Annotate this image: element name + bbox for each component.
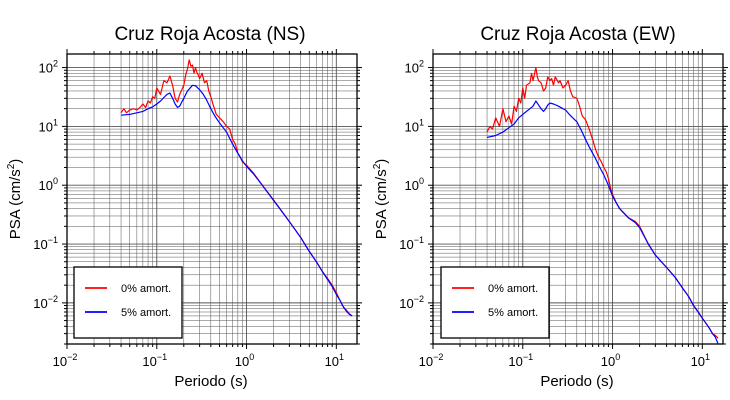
x-tick-label-base: 10	[325, 354, 339, 369]
x-tick-label-base: 10	[601, 354, 615, 369]
x-tick-label-exponent: −1	[523, 352, 533, 362]
y-tick-label: 101	[39, 117, 58, 134]
x-tick-label: 100	[601, 352, 620, 369]
x-tick-label-base: 10	[142, 354, 156, 369]
y-axis-label-close: )	[7, 159, 24, 164]
x-tick-label-base: 10	[235, 354, 249, 369]
y-tick-label-exponent: 1	[419, 117, 424, 127]
plot-frame	[432, 53, 724, 345]
x-tick-label-exponent: −2	[67, 352, 77, 362]
y-tick-label-exponent: 2	[419, 59, 424, 69]
y-tick-label: 10−1	[399, 235, 424, 252]
y-tick-label-exponent: 0	[53, 176, 58, 186]
x-tick-label-base: 10	[419, 354, 433, 369]
series-line-damped	[486, 100, 719, 345]
y-tick-label: 100	[405, 176, 424, 193]
y-tick-label: 101	[405, 117, 424, 134]
x-tick-label-base: 10	[508, 354, 522, 369]
y-axis-label-text: PSA (cm/s	[373, 169, 390, 239]
y-axis-label: PSA (cm/s2)	[6, 159, 24, 240]
legend-box	[440, 266, 550, 339]
chart-title: Cruz Roja Acosta (EW)	[480, 24, 675, 45]
y-tick-label-exponent: −2	[48, 294, 58, 304]
x-tick-label-base: 10	[691, 354, 705, 369]
legend-label-damped: 5% amort.	[121, 307, 171, 319]
y-tick-label-base: 10	[405, 178, 419, 193]
x-tick-label-exponent: 1	[705, 352, 710, 362]
y-tick-label: 10−2	[33, 294, 58, 311]
y-tick-label-base: 10	[399, 296, 413, 311]
axis-ticks	[428, 49, 728, 349]
y-tick-label-base: 10	[399, 237, 413, 252]
y-axis-label-close: )	[373, 159, 390, 164]
y-tick-label-base: 10	[405, 61, 419, 76]
plot-frame	[66, 53, 358, 345]
y-tick-label-exponent: −1	[48, 235, 58, 245]
x-tick-label-exponent: 0	[249, 352, 254, 362]
y-axis-label-superscript: 2	[6, 163, 17, 169]
chart-title: Cruz Roja Acosta (NS)	[114, 24, 305, 45]
series-line-damped	[120, 84, 353, 317]
legend-label-undamped: 0% amort.	[121, 283, 171, 295]
y-tick-label-exponent: 1	[53, 117, 58, 127]
x-tick-label-exponent: −1	[157, 352, 167, 362]
y-axis-label-text: PSA (cm/s	[7, 169, 24, 239]
legend-label-undamped: 0% amort.	[488, 283, 538, 295]
legend: 0% amort. 5% amort.	[440, 266, 550, 339]
y-tick-label: 10−1	[33, 235, 58, 252]
y-tick-label-base: 10	[33, 296, 47, 311]
y-tick-label: 102	[405, 59, 424, 76]
x-tick-label-exponent: −2	[433, 352, 443, 362]
y-tick-label-exponent: −2	[414, 294, 424, 304]
x-tick-label: 10−2	[53, 352, 78, 369]
y-axis-label: PSA (cm/s2)	[372, 159, 390, 240]
x-tick-label: 10−2	[419, 352, 444, 369]
x-tick-label-base: 10	[53, 354, 67, 369]
legend: 0% amort. 5% amort.	[73, 266, 183, 339]
y-tick-label-base: 10	[33, 237, 47, 252]
y-tick-label-base: 10	[39, 178, 53, 193]
x-tick-label: 100	[235, 352, 254, 369]
y-tick-label-exponent: −1	[414, 235, 424, 245]
y-tick-label-base: 10	[39, 61, 53, 76]
y-tick-label-base: 10	[405, 119, 419, 134]
x-axis-label: Periodo (s)	[540, 373, 613, 390]
y-axis-label-superscript: 2	[372, 163, 383, 169]
legend-label-damped: 5% amort.	[488, 307, 538, 319]
x-tick-label: 101	[325, 352, 344, 369]
y-tick-label-base: 10	[39, 119, 53, 134]
y-tick-label-exponent: 2	[53, 59, 58, 69]
x-axis-label: Periodo (s)	[174, 373, 247, 390]
x-tick-label: 10−1	[508, 352, 533, 369]
y-tick-label: 10−2	[399, 294, 424, 311]
x-tick-label-exponent: 0	[615, 352, 620, 362]
x-tick-label: 101	[691, 352, 710, 369]
y-tick-label-exponent: 0	[419, 176, 424, 186]
y-tick-label: 102	[39, 59, 58, 76]
x-tick-label: 10−1	[142, 352, 167, 369]
x-tick-label-exponent: 1	[339, 352, 344, 362]
axis-ticks	[62, 49, 362, 349]
legend-box	[73, 266, 183, 339]
grid	[66, 54, 357, 345]
y-tick-label: 100	[39, 176, 58, 193]
